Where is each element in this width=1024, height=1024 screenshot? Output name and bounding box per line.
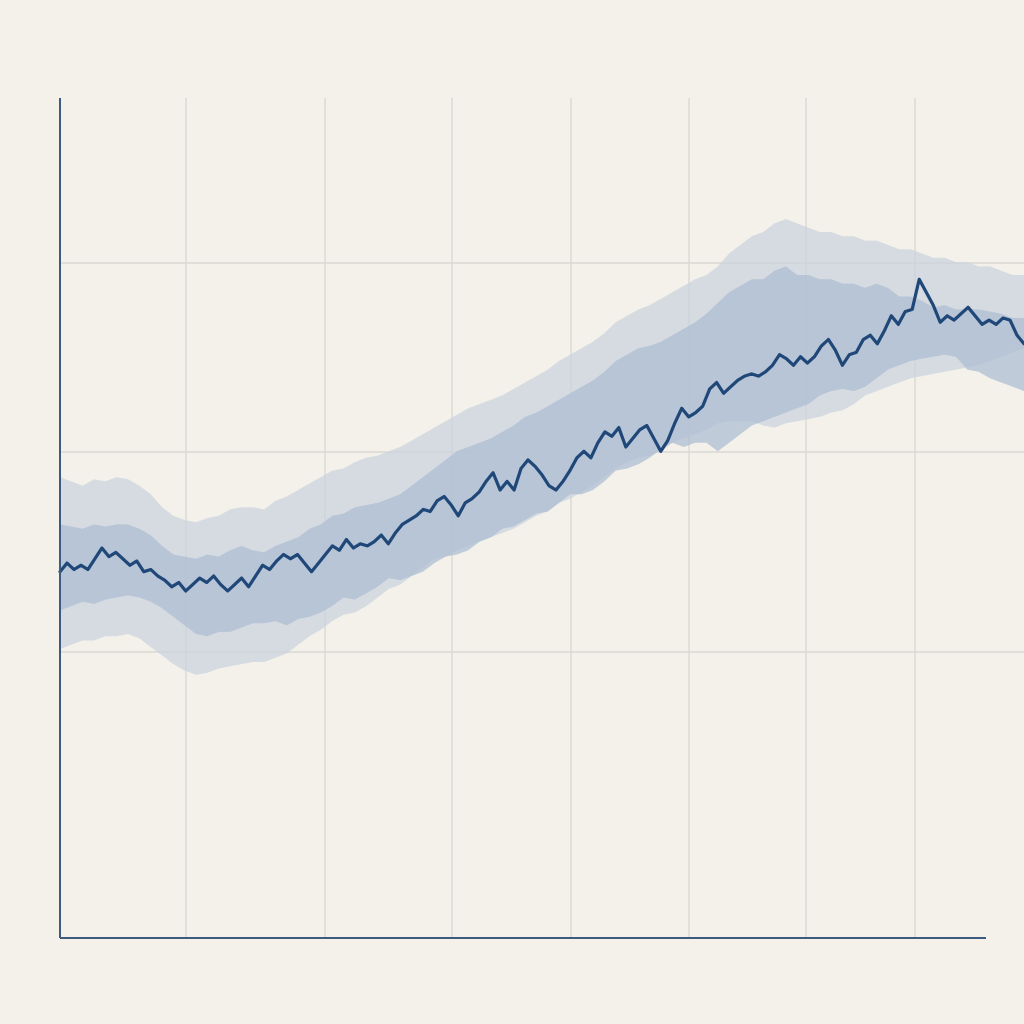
series-line: [58, 277, 1024, 593]
gridlines: [60, 98, 1024, 938]
inner-confidence-band: [60, 266, 1024, 637]
